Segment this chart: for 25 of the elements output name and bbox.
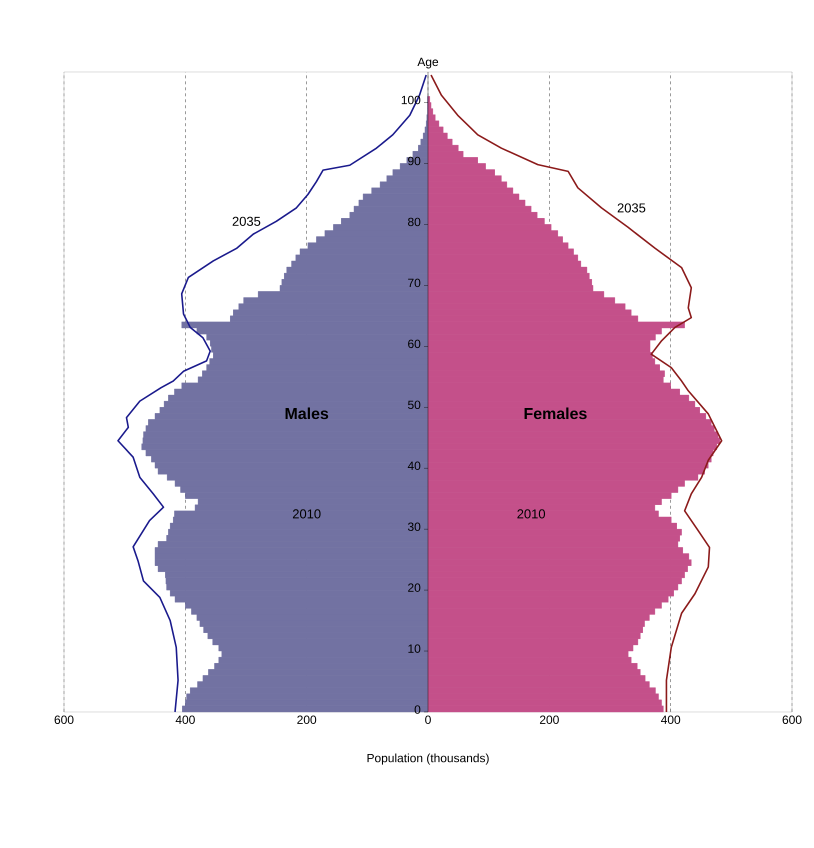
y-tick-label: 90 bbox=[408, 156, 420, 166]
series-label: 2035 bbox=[618, 203, 646, 212]
annotation: 2010 bbox=[517, 509, 546, 518]
x-tick-label: 400 bbox=[660, 716, 680, 724]
y-tick-label: 40 bbox=[408, 462, 420, 470]
y-tick-label: 50 bbox=[408, 400, 420, 410]
annotation: 2010 bbox=[292, 509, 321, 518]
x-tick-label: 600 bbox=[54, 716, 74, 724]
annotation: Females bbox=[524, 407, 587, 420]
series-label: 2035 bbox=[232, 216, 260, 226]
y-tick-label: 60 bbox=[408, 340, 420, 348]
x-axis-title: Population (thousands) bbox=[368, 754, 489, 765]
x-tick-label: 200 bbox=[297, 716, 316, 724]
y-tick-label: 0 bbox=[414, 705, 420, 714]
y-tick-label: 70 bbox=[408, 278, 420, 288]
x-tick-label: 200 bbox=[540, 716, 559, 724]
x-tick-label: 0 bbox=[425, 716, 431, 724]
y-tick-label: 30 bbox=[408, 522, 420, 531]
y-tick-label: 80 bbox=[408, 218, 420, 226]
annotation: Males bbox=[286, 407, 328, 420]
x-tick-label: 400 bbox=[176, 716, 195, 724]
y-axis-title: Age bbox=[417, 58, 438, 68]
y-tick-label: 10 bbox=[408, 644, 420, 653]
y-tick-label: 20 bbox=[408, 583, 420, 592]
x-tick-label: 600 bbox=[782, 716, 802, 724]
